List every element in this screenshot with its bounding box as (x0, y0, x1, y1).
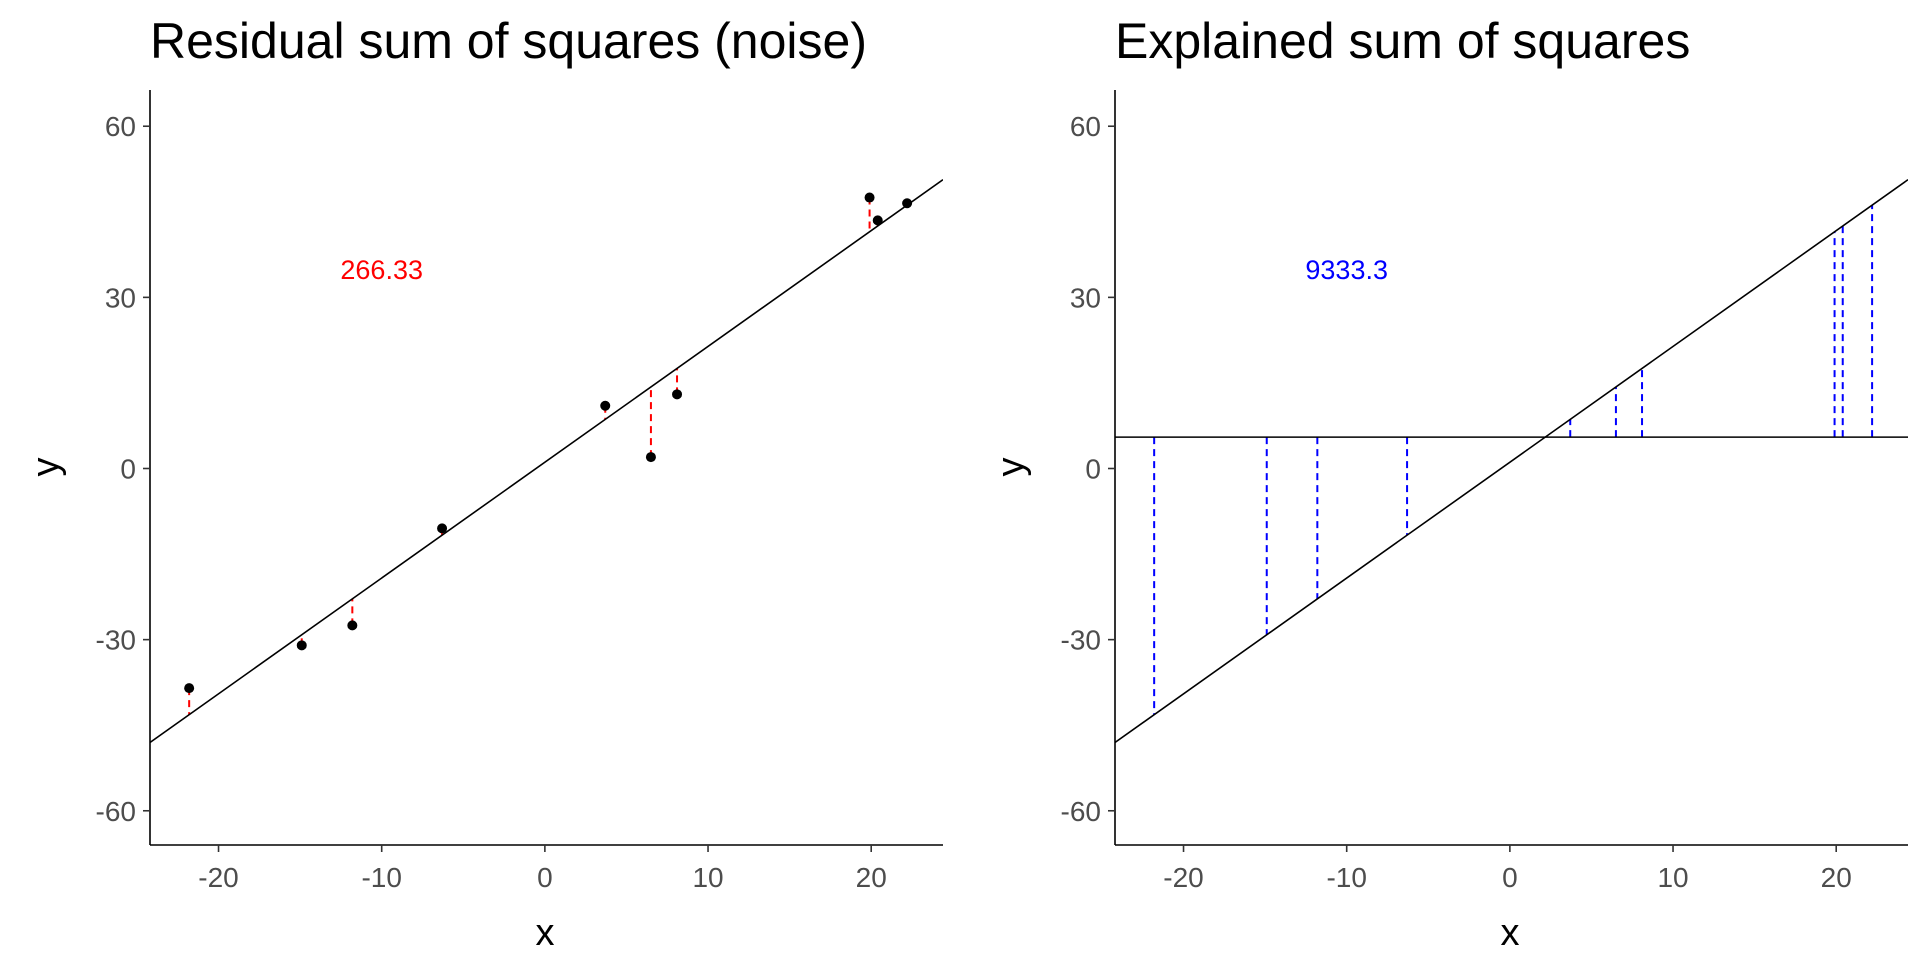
chart-title: Residual sum of squares (noise) (150, 13, 867, 69)
plot-area (150, 179, 943, 744)
x-axis-title: x (1501, 912, 1520, 954)
residual-panel: Residual sum of squares (noise) x y -20 -… (25, 13, 943, 954)
x-tick-label: -20 (198, 862, 238, 893)
y-tick-label: 60 (105, 111, 136, 142)
y-tick-label: -60 (96, 796, 136, 827)
y-tick-label: 60 (1070, 111, 1101, 142)
x-tick-label: -10 (361, 862, 401, 893)
y-tick-label: -30 (1061, 625, 1101, 656)
chart-title: Explained sum of squares (1115, 13, 1690, 69)
y-tick-label: 30 (105, 282, 136, 313)
x-tick-label: 0 (537, 862, 553, 893)
y-tick-label: -30 (96, 625, 136, 656)
data-point (347, 620, 358, 631)
plot-area (1115, 179, 1908, 744)
data-point (672, 389, 683, 400)
y-axis-title: y (990, 458, 1032, 477)
sum-annotation: 266.33 (340, 255, 423, 285)
data-point (864, 192, 875, 203)
y-tick-label: 30 (1070, 282, 1101, 313)
y-tick-label: 0 (120, 454, 136, 485)
x-axis-title: x (536, 912, 555, 954)
x-tick-label: 10 (1657, 862, 1688, 893)
data-point (437, 523, 448, 534)
y-axis-title: y (25, 458, 67, 477)
x-tick-label: 0 (1502, 862, 1518, 893)
y-tick-label: -60 (1061, 796, 1101, 827)
y-tick-label: 0 (1085, 454, 1101, 485)
x-tick-label: -10 (1326, 862, 1366, 893)
data-point (872, 215, 883, 226)
data-point (902, 198, 913, 209)
regression-line (150, 179, 943, 744)
x-tick-label: 20 (1821, 862, 1852, 893)
data-point (600, 400, 611, 411)
data-point (296, 640, 307, 651)
x-tick-label: -20 (1163, 862, 1203, 893)
x-tick-label: 10 (692, 862, 723, 893)
data-point (184, 683, 195, 694)
data-point (645, 452, 656, 463)
x-tick-label: 20 (856, 862, 887, 893)
explained-panel: Explained sum of squares x y -20 -10 0 10 20… (990, 13, 1908, 954)
regression-line (1115, 179, 1908, 744)
sum-annotation: 9333.3 (1305, 255, 1388, 285)
